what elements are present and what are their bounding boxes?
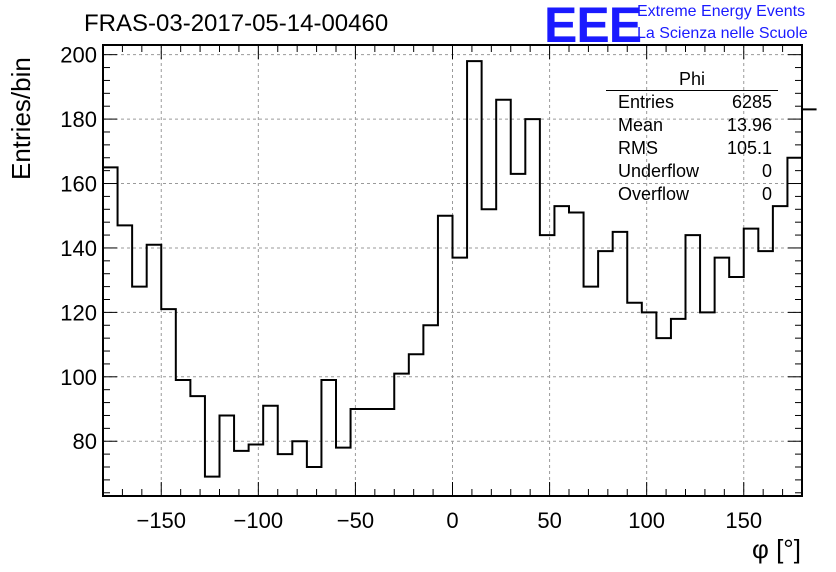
stats-title: Phi: [606, 68, 778, 91]
stats-box: Phi Entries 6285 Mean 13.96 RMS 105.1 Un…: [606, 68, 778, 206]
chart-title: FRAS-03-2017-05-14-00460: [84, 10, 389, 37]
stats-value: 13.96: [726, 115, 772, 135]
x-tick-label: −50: [337, 508, 374, 533]
stats-row-mean: Mean 13.96: [606, 114, 778, 137]
x-tick-label: −100: [234, 508, 284, 533]
stats-label: Entries: [618, 92, 675, 112]
x-tick-label: 0: [446, 508, 458, 533]
x-tick-label: 150: [725, 508, 762, 533]
y-axis-label: Entries/bin: [6, 57, 36, 180]
y-tick-label: 160: [60, 172, 97, 197]
x-tick-label: −150: [136, 508, 186, 533]
logo-line-2: La Scienza nelle Scuole: [637, 25, 808, 42]
histogram-line: [103, 60, 817, 478]
y-tick-label: 200: [60, 43, 97, 68]
grid-lines: [103, 45, 802, 496]
stats-row-underflow: Underflow 0: [606, 160, 778, 183]
eee-logo: EEE: [544, 0, 642, 53]
histogram-series: [103, 60, 817, 478]
x-tick-label: 100: [628, 508, 665, 533]
y-tick-label: 180: [60, 107, 97, 132]
stats-value: 105.1: [726, 138, 772, 158]
y-tick-label: 140: [60, 236, 97, 261]
x-axis-label: φ [°]: [752, 534, 801, 564]
stats-row-entries: Entries 6285: [606, 91, 778, 114]
logo-line-1: Extreme Energy Events: [637, 3, 806, 20]
stats-label: Underflow: [618, 161, 700, 181]
stats-label: Mean: [618, 115, 664, 135]
stats-value: 0: [761, 184, 772, 204]
y-tick-label: 80: [73, 429, 97, 454]
stats-value: 0: [761, 161, 772, 181]
y-tick-label: 100: [60, 365, 97, 390]
x-tick-label: 50: [537, 508, 561, 533]
stats-label: RMS: [618, 138, 658, 158]
stats-row-overflow: Overflow 0: [606, 183, 778, 206]
stats-label: Overflow: [618, 184, 690, 204]
y-tick-label: 120: [60, 300, 97, 325]
axis-ticks: −150 −100 −50 0 50 100 150 80 100 120 140 160 180 200: [60, 43, 803, 533]
stats-row-rms: RMS 105.1: [606, 137, 778, 160]
stats-value: 6285: [731, 92, 772, 112]
